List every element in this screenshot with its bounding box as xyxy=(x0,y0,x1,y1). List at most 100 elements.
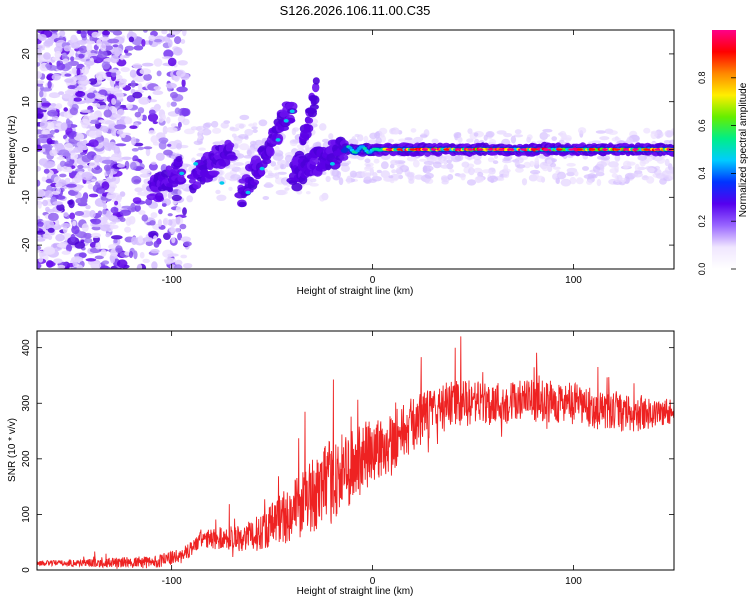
snr-ticks: -100 0 100 0 100 200 300 400 xyxy=(21,331,674,587)
noise-blob xyxy=(61,165,72,172)
noise-blob xyxy=(116,130,124,135)
noise-blob xyxy=(82,115,92,124)
noise-blob xyxy=(58,149,70,156)
noise-blob xyxy=(133,142,144,147)
noise-blob xyxy=(111,71,117,78)
noise-blob xyxy=(71,42,81,49)
band-peak xyxy=(443,148,450,151)
halo-blob xyxy=(176,143,182,150)
noise-blob xyxy=(102,128,109,133)
noise-blob xyxy=(45,206,50,212)
noise-blob xyxy=(44,38,54,45)
noise-blob xyxy=(38,34,47,41)
noise-blob xyxy=(88,193,99,198)
noise-blob xyxy=(174,259,183,266)
noise-blob xyxy=(43,163,53,169)
spectrogram-ylabel: Frequency (Hz) xyxy=(7,116,18,185)
spectrogram-ytick-label: -20 xyxy=(21,237,32,252)
noise-blob xyxy=(136,263,143,269)
noise-blob xyxy=(137,235,144,244)
halo-blob xyxy=(481,169,493,174)
noise-blob xyxy=(38,257,44,263)
noise-blob xyxy=(163,49,174,59)
noise-blob xyxy=(37,189,46,198)
band-peak xyxy=(643,148,650,151)
noise-blob xyxy=(102,30,111,36)
noise-blob xyxy=(37,71,42,79)
halo-blob xyxy=(485,131,495,138)
halo-blob xyxy=(198,147,206,151)
noise-blob xyxy=(171,237,176,244)
noise-blob xyxy=(134,187,144,193)
noise-blob xyxy=(43,190,54,198)
halo-blob xyxy=(558,139,565,144)
noise-blob xyxy=(176,86,188,93)
band-peak xyxy=(409,148,416,151)
snr-ylabel: SNR (10 * v/v) xyxy=(7,418,18,482)
halo-blob xyxy=(473,132,479,137)
noise-blob xyxy=(37,113,44,119)
halo-blob xyxy=(351,136,357,144)
noise-blob xyxy=(177,60,188,66)
noise-blob xyxy=(86,40,96,45)
noise-blob xyxy=(100,249,107,257)
noise-blob xyxy=(86,92,96,99)
halo-blob xyxy=(340,162,350,167)
noise-blob xyxy=(57,264,66,269)
halo-blob xyxy=(319,194,326,202)
halo-blob xyxy=(368,178,377,183)
noise-blob xyxy=(70,233,76,243)
noise-blob xyxy=(71,225,80,235)
noise-blob xyxy=(47,80,52,89)
noise-blob xyxy=(147,113,159,122)
halo-blob xyxy=(526,136,531,143)
halo-blob xyxy=(422,165,428,173)
halo-blob xyxy=(521,178,528,186)
noise-blob xyxy=(132,197,142,204)
band-peak xyxy=(520,148,527,151)
halo-blob xyxy=(365,165,374,170)
noise-blob xyxy=(103,109,113,118)
halo-blob xyxy=(255,139,263,146)
spectrogram-xtick-label: 100 xyxy=(565,275,582,286)
noise-blob xyxy=(55,233,65,242)
noise-blob xyxy=(42,199,48,207)
noise-blob xyxy=(52,143,65,149)
halo-blob xyxy=(229,127,240,132)
halo-blob xyxy=(656,156,666,164)
noise-blob xyxy=(153,58,163,67)
halo-blob xyxy=(432,161,442,169)
noise-blob xyxy=(65,137,70,143)
noise-blob xyxy=(97,105,110,110)
noise-blob xyxy=(89,119,101,125)
ridge-highlight xyxy=(259,166,265,171)
noise-blob xyxy=(143,30,148,33)
noise-blob xyxy=(170,91,178,99)
halo-blob xyxy=(410,128,417,133)
halo-blob xyxy=(449,169,455,173)
noise-blob xyxy=(103,164,111,172)
ridge-blob xyxy=(155,192,164,202)
noise-blob xyxy=(87,183,94,190)
noise-blob xyxy=(109,68,118,73)
halo-blob xyxy=(390,159,399,166)
noise-blob xyxy=(153,86,162,91)
band-peak xyxy=(385,148,392,151)
halo-blob xyxy=(626,137,634,145)
noise-blob xyxy=(134,111,141,118)
halo-blob xyxy=(503,164,509,173)
noise-blob xyxy=(56,37,67,41)
noise-blob xyxy=(40,97,47,103)
halo-blob xyxy=(186,195,194,203)
noise-blob xyxy=(68,199,75,209)
halo-blob xyxy=(440,164,450,169)
ridge-highlight xyxy=(219,181,225,185)
noise-blob xyxy=(65,183,77,188)
ridge-highlight xyxy=(329,162,335,166)
band-peak xyxy=(602,148,608,151)
halo-blob xyxy=(607,130,618,136)
noise-blob xyxy=(173,264,183,269)
noise-blob xyxy=(119,217,126,222)
band-peak xyxy=(498,148,505,151)
ridge-highlight xyxy=(289,109,295,114)
